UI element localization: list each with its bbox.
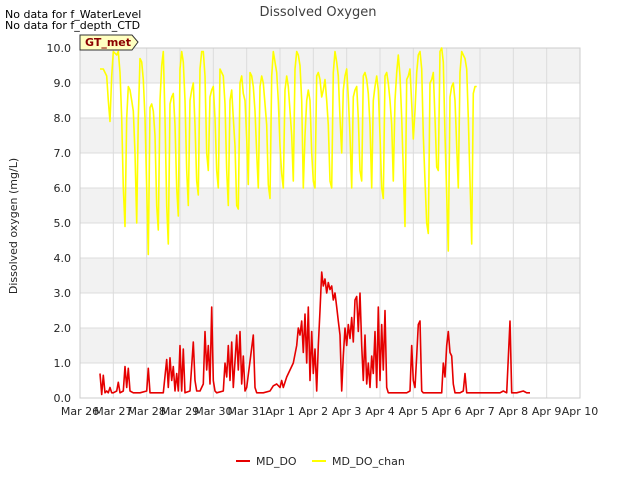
x-tick-label: Mar 27 xyxy=(94,405,132,418)
y-tick-label: 7.0 xyxy=(54,147,72,160)
y-tick-label: 1.0 xyxy=(54,357,72,370)
x-tick-label: Mar 28 xyxy=(128,405,166,418)
legend-label-md-do-chan: MD_DO_chan xyxy=(332,455,405,468)
y-axis-title: Dissolved oxygen (mg/L) xyxy=(7,158,20,294)
x-tick-label: Mar 31 xyxy=(228,405,266,418)
plot-band xyxy=(80,328,580,363)
y-tick-label: 10.0 xyxy=(47,42,72,55)
no-data-note-depth-ctd: No data for f_depth_CTD xyxy=(5,19,140,32)
x-tick-label: Mar 26 xyxy=(61,405,99,418)
y-tick-label: 2.0 xyxy=(54,322,72,335)
x-tick-label: Apr 1 xyxy=(265,405,295,418)
x-tick-label: Apr 8 xyxy=(499,405,529,418)
y-tick-label: 9.0 xyxy=(54,77,72,90)
legend-label-md-do: MD_DO xyxy=(256,455,297,468)
y-tick-label: 0.0 xyxy=(54,392,72,405)
y-tick-label: 5.0 xyxy=(54,217,72,230)
y-tick-label: 4.0 xyxy=(54,252,72,265)
series-layer xyxy=(99,47,530,396)
y-tick-label: 8.0 xyxy=(54,112,72,125)
gt-met-badge-shape xyxy=(79,34,139,51)
chart-title: Dissolved Oxygen xyxy=(260,5,377,20)
plot-band xyxy=(80,48,580,83)
gt-met-badge-label: GT_met xyxy=(85,36,131,49)
x-tick-label: Apr 2 xyxy=(299,405,329,418)
x-tick-label: Apr 10 xyxy=(562,405,599,418)
y-tick-label: 6.0 xyxy=(54,182,72,195)
x-tick-label: Mar 30 xyxy=(194,405,232,418)
series-line-md-do xyxy=(99,271,530,396)
x-tick-label: Apr 3 xyxy=(332,405,362,418)
x-tick-label: Mar 29 xyxy=(161,405,199,418)
no-data-note-water-level: No data for f_WaterLevel xyxy=(5,8,141,21)
legend: MD_DO MD_DO_chan xyxy=(236,455,405,468)
x-tick-label: Apr 5 xyxy=(399,405,429,418)
x-tick-label: Apr 6 xyxy=(432,405,462,418)
series-line-md-do-chan xyxy=(100,47,477,256)
plot-band xyxy=(80,188,580,223)
gt-met-badge: GT_met xyxy=(79,34,139,51)
y-tick-label: 3.0 xyxy=(54,287,72,300)
x-tick-label: Apr 9 xyxy=(532,405,562,418)
x-tick-label: Apr 4 xyxy=(365,405,395,418)
x-tick-label: Apr 7 xyxy=(465,405,495,418)
plot-frame xyxy=(79,47,581,399)
y-axis-ticks: 0.0 1.0 2.0 3.0 4.0 5.0 6.0 7.0 8.0 9.0 10.0 xyxy=(47,42,72,405)
plot-bands xyxy=(80,48,580,363)
plot-band xyxy=(80,118,580,153)
